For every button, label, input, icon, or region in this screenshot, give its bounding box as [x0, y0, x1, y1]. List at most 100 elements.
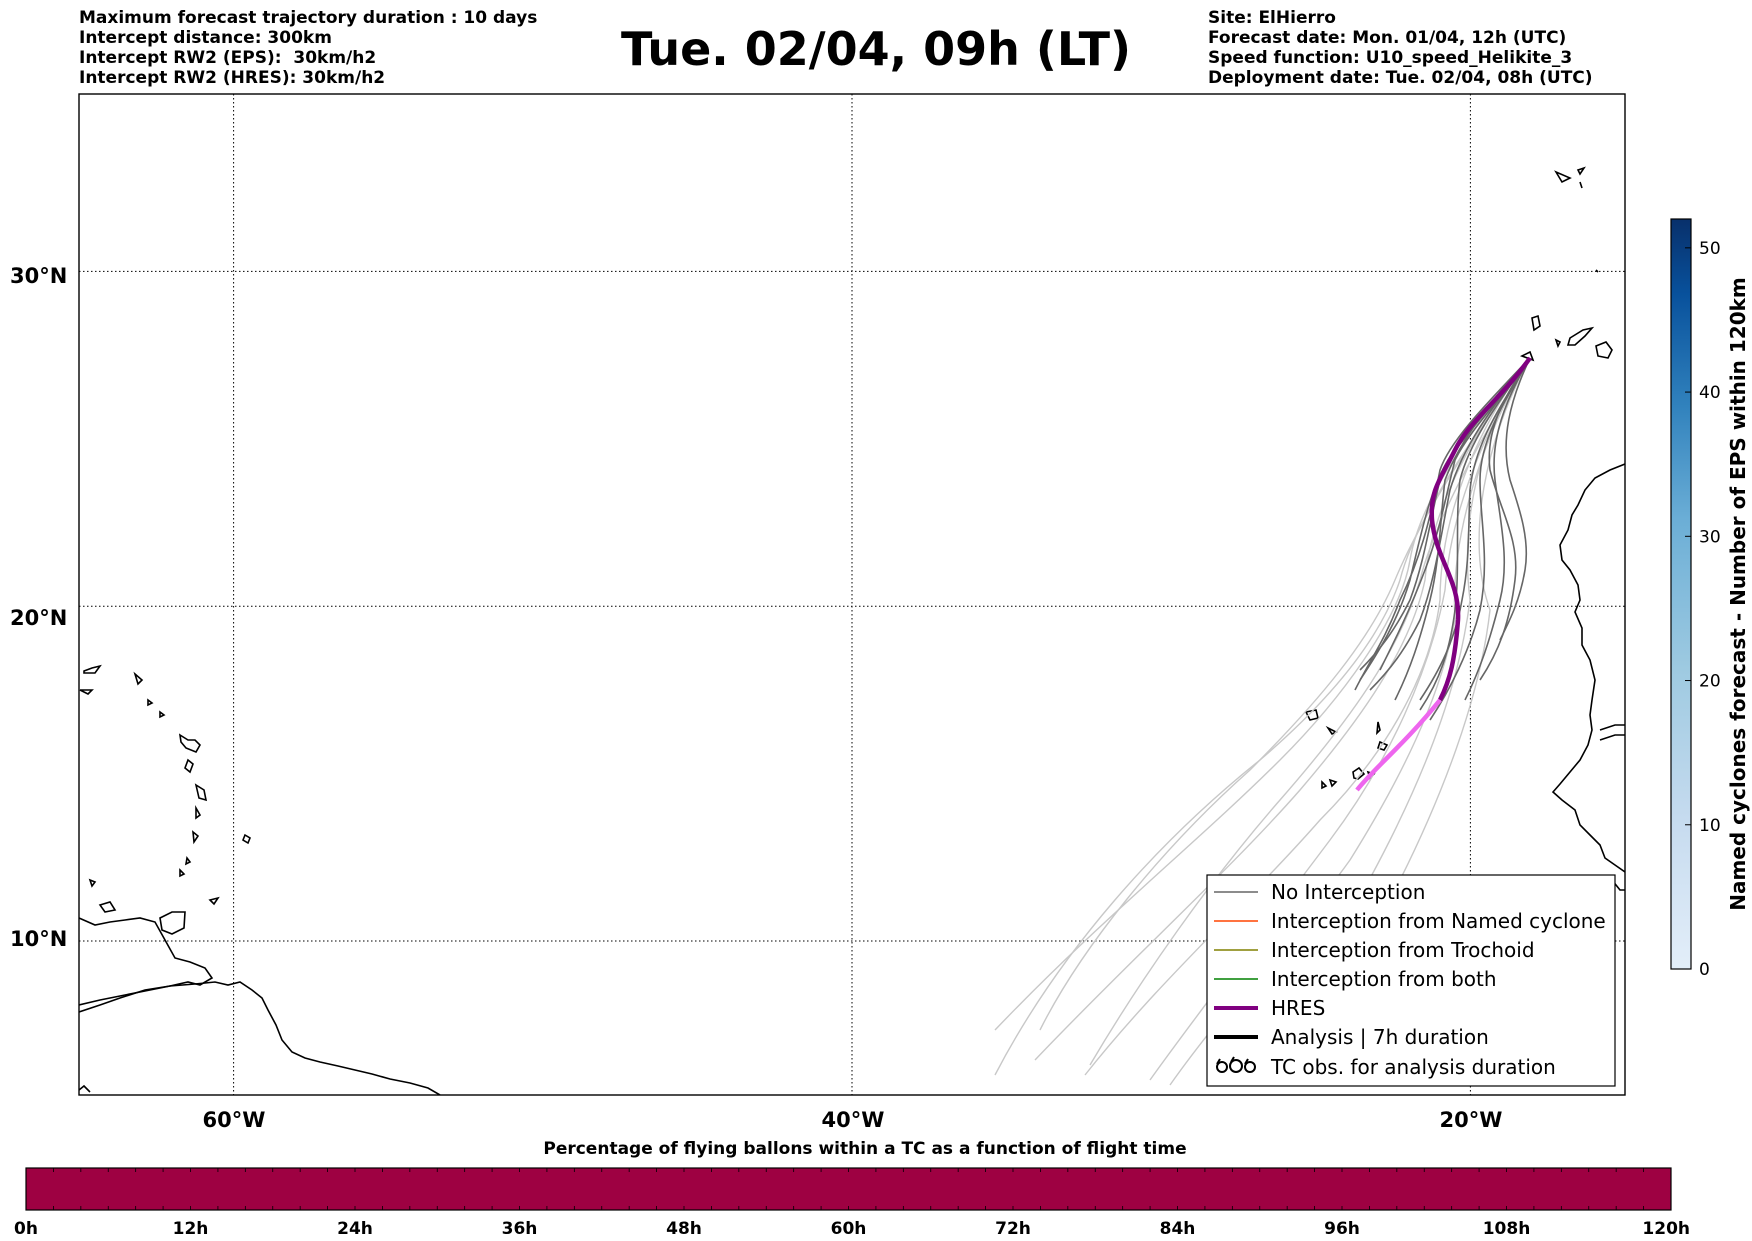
trajectory-no-interception [1464, 357, 1531, 701]
trajectory-late [1089, 357, 1531, 1066]
coastline-venezuela [79, 917, 214, 1006]
trajectory-no-interception [1419, 357, 1531, 711]
coastline-canary [1554, 338, 1562, 349]
colorbar-bottom: Percentage of flying ballons within a TC… [14, 1139, 1690, 1239]
legend-item: Interception from Named cyclone [1214, 909, 1606, 933]
coastline-island [83, 664, 102, 674]
cyclone-icon [1216, 1056, 1256, 1073]
coastline-trinidad [159, 911, 186, 935]
colorbar-bottom-tick-label: 24h [337, 1219, 373, 1239]
colorbar-bottom-tick-label: 108h [1483, 1219, 1531, 1239]
coastline-cape-verde [1328, 778, 1338, 788]
legend-item: HRES [1214, 996, 1325, 1020]
legend: No Interception Interception from Named … [1206, 874, 1616, 1087]
header-line: Intercept RW2 (HRES): 30km/h2 [79, 68, 386, 88]
lat-label-20n: 20°N [10, 606, 67, 630]
coastline-cape-verde [1325, 725, 1338, 736]
legend-item: No Interception [1214, 880, 1425, 904]
coastline-island [98, 901, 117, 913]
coastline-island [147, 698, 154, 707]
colorbar-bottom-tick-label: 84h [1160, 1219, 1196, 1239]
map-frame [78, 93, 1626, 1096]
coastline-island [194, 783, 208, 802]
trajectory-no-interception [1499, 357, 1531, 641]
legend-label: Interception from Trochoid [1271, 938, 1535, 962]
colorbar-bottom-tick-label: 96h [1324, 1219, 1360, 1239]
header-line: Maximum forecast trajectory duration : 1… [79, 8, 538, 28]
coastline-island [184, 856, 192, 866]
legend-item: TC obs. for analysis duration [1216, 1055, 1556, 1079]
coastline-island [79, 689, 94, 695]
colorbar-tick-label: 50 [1699, 239, 1721, 259]
colorbar-tick-label: 20 [1699, 672, 1721, 692]
trajectory-late [994, 357, 1531, 1031]
colorbar-bottom-tick-label: 60h [831, 1219, 867, 1239]
colorbar-tick-label: 30 [1699, 527, 1721, 547]
legend-label: Interception from Named cyclone [1271, 909, 1606, 933]
page-title: Tue. 02/04, 09h (LT) [621, 22, 1131, 76]
coastlines [79, 166, 1625, 1095]
legend-label: TC obs. for analysis duration [1270, 1055, 1556, 1079]
colorbar-tick-label: 10 [1699, 816, 1721, 836]
legend-item: Interception from both [1214, 967, 1497, 991]
coastline-island [242, 833, 251, 845]
colorbar-bottom-tick-label: 0h [14, 1219, 38, 1239]
trajectory-hres [1429, 356, 1532, 702]
coastline-cape-verde [1321, 780, 1328, 790]
coastline-cape-verde [1376, 721, 1381, 736]
coastline-madeira [1554, 170, 1572, 184]
header-info-left: Maximum forecast trajectory duration : 1… [79, 8, 537, 88]
trajectory-no-interception [1354, 357, 1531, 691]
colorbar-bottom-tick-label: 36h [502, 1219, 538, 1239]
coastline-island [192, 830, 200, 845]
legend-label: Interception from both [1271, 967, 1497, 991]
header-info-right: Site: ElHierro Forecast date: Mon. 01/04… [1208, 8, 1593, 88]
colorbar-tick-label: 40 [1699, 383, 1721, 403]
colorbar-title: Named cyclones forecast - Number of EPS … [1726, 277, 1750, 911]
coastline-island [178, 733, 201, 754]
coastline-canary [1566, 326, 1595, 346]
colorbar-tick-label: 0 [1699, 960, 1710, 980]
coastline-cape-verde [1376, 740, 1389, 751]
header-line: Speed function: U10_speed_Helikite_3 [1208, 48, 1573, 68]
legend-label: HRES [1271, 996, 1325, 1020]
lat-label-30n: 30°N [10, 264, 67, 288]
coastline-island [133, 671, 144, 686]
header-line: Site: ElHierro [1208, 8, 1336, 28]
coastline-island [179, 868, 186, 878]
colorbar-bottom-tick-label: 72h [995, 1219, 1031, 1239]
colorbar-bottom-tick-label: 48h [666, 1219, 702, 1239]
legend-label: No Interception [1271, 880, 1425, 904]
header-line: Forecast date: Mon. 01/04, 12h (UTC) [1208, 28, 1567, 48]
trajectory-no-interception [1379, 357, 1531, 671]
legend-item: Analysis | 7h duration [1214, 1025, 1489, 1049]
header-line: Intercept RW2 (EPS): 30km/h2 [79, 48, 377, 68]
trajectory-no-interception [1419, 357, 1531, 701]
colorbar-ticks: 0 10 20 30 40 50 [1685, 239, 1721, 980]
coastline-madeira [1579, 181, 1583, 189]
coastline-africa [1551, 463, 1625, 873]
coastline-canary [1595, 341, 1613, 359]
lon-label-40w: 40°W [822, 1108, 885, 1132]
trajectory-hres-late [1355, 698, 1442, 792]
coastline-madeira [1576, 166, 1586, 176]
coastline-africa [1599, 724, 1625, 731]
lon-label-20w: 20°W [1440, 1108, 1503, 1132]
colorbar-bottom-title: Percentage of flying ballons within a TC… [543, 1139, 1186, 1159]
coastline-island [88, 878, 97, 888]
header-line: Intercept distance: 300km [79, 28, 332, 48]
trajectory-no-interception [1369, 357, 1531, 691]
colorbar-bottom-ticks: 0h 12h 24h 36h 48h 60h 72h 84h 96h 108h 120h [14, 1168, 1690, 1239]
coastline-south-america [79, 1084, 91, 1093]
coastline-africa [1599, 734, 1625, 741]
coastline-cape-verde [1352, 766, 1366, 780]
coastline-island [184, 758, 194, 774]
colorbar-bottom-tick-label: 12h [173, 1219, 209, 1239]
coastline-island [208, 896, 220, 906]
legend-box [1206, 874, 1616, 1087]
colorbar-gradient [1670, 218, 1692, 970]
trajectory-late [1039, 357, 1531, 1031]
trajectory-late [1084, 357, 1531, 1076]
legend-label: Analysis | 7h duration [1271, 1025, 1489, 1049]
